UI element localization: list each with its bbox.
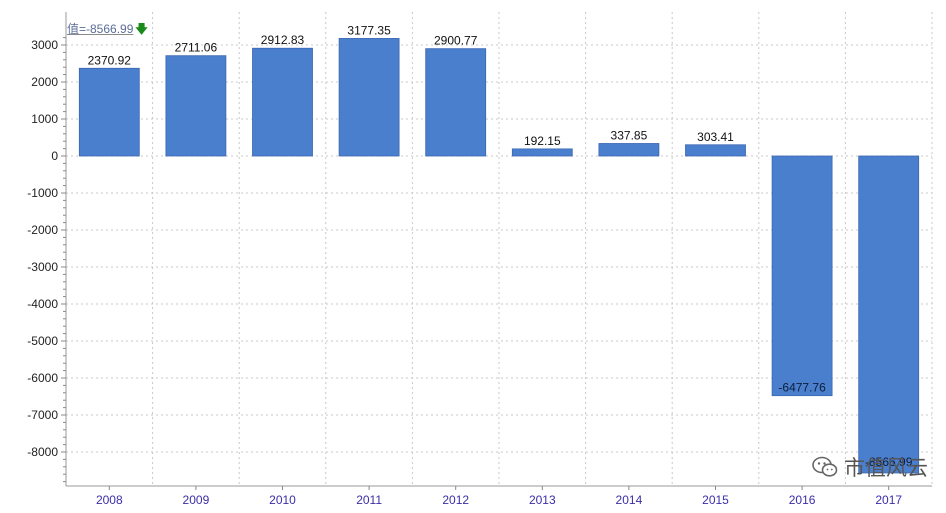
x-tick-label: 2014 [616, 493, 643, 507]
y-tick-label: -3000 [27, 260, 58, 274]
bar-2011 [338, 38, 400, 157]
x-tick-label: 2016 [789, 493, 816, 507]
y-tick-label: 3000 [31, 38, 58, 52]
bar-2012 [425, 48, 487, 157]
bar-2017 [858, 155, 920, 474]
x-axis-ticks: 2008 2009 2010 2011 2012 2013 2014 2015 2016 2017 [96, 486, 902, 507]
data-label-2013: 192.15 [524, 134, 561, 148]
watermark-text: 市值风云 [844, 457, 928, 480]
bar-2010 [252, 47, 313, 157]
x-tick-label: 2013 [529, 493, 556, 507]
data-label-2014: 337.85 [611, 128, 648, 142]
bar-2008 [78, 67, 140, 157]
legend[interactable]: 值=-8566.99 🡇 [67, 20, 148, 37]
wechat-icon [812, 456, 838, 477]
x-tick-label: 2009 [183, 493, 210, 507]
data-label-2012: 2900.77 [434, 34, 478, 48]
bars [78, 38, 920, 474]
y-tick-label: -6000 [27, 371, 58, 385]
data-label-2011: 3177.35 [347, 23, 391, 37]
bar-2013 [511, 148, 573, 157]
data-label-2009: 2711.06 [175, 41, 218, 55]
y-axis-ticks: 3000 2000 1000 0 -1000 -2000 -3000 -4000 -5000 -6… [27, 38, 58, 459]
x-tick-label: 2008 [96, 493, 123, 507]
x-tick-label: 2011 [356, 493, 382, 507]
y-tick-label: -8000 [27, 445, 58, 459]
y-tick-label: -7000 [27, 408, 58, 422]
watermark: 市值风云 [812, 452, 928, 482]
data-label-2010: 2912.83 [261, 33, 305, 47]
y-tick-label: -4000 [27, 297, 58, 311]
x-tick-label: 2010 [269, 493, 296, 507]
y-tick-label: 1000 [31, 112, 58, 126]
data-label-2008: 2370.92 [88, 53, 132, 67]
y-tick-label: -5000 [27, 334, 58, 348]
x-tick-label: 2015 [702, 493, 729, 507]
x-tick-label: 2012 [442, 493, 469, 507]
y-tick-label: 0 [51, 149, 58, 163]
x-tick-label: 2017 [875, 493, 902, 507]
bar-2015 [685, 144, 746, 157]
data-labels: 2370.92 2711.06 2912.83 3177.35 2900.77 192.1… [88, 23, 913, 469]
axes [61, 12, 932, 487]
data-label-2017: -8566.99 [865, 455, 913, 469]
down-arrow-icon: 🡇 [135, 21, 148, 36]
bar-2014 [598, 143, 660, 157]
data-label-2015: 303.41 [697, 130, 734, 144]
data-label-2016: -6477.76 [778, 381, 826, 395]
y-tick-label: -1000 [27, 186, 58, 200]
bar-2016 [771, 155, 833, 397]
y-tick-label: 2000 [31, 75, 58, 89]
y-tick-label: -2000 [27, 223, 58, 237]
legend-label: 值=-8566.99 [67, 22, 134, 36]
bar-2009 [165, 55, 227, 157]
